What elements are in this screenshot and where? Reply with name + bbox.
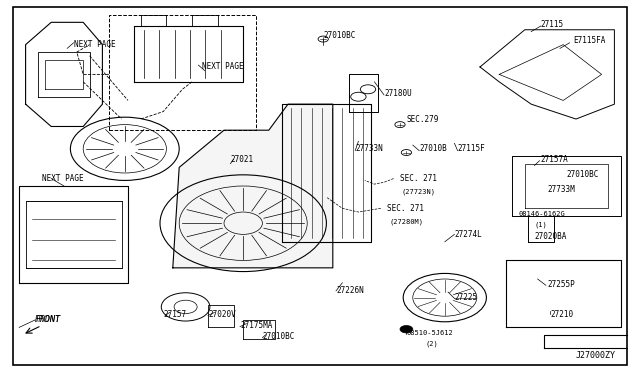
Text: 27255P: 27255P: [547, 280, 575, 289]
Text: 27010BC: 27010BC: [323, 31, 356, 40]
Text: 27021: 27021: [230, 155, 253, 164]
Text: 08146-6162G: 08146-6162G: [518, 211, 565, 217]
Text: 27020V: 27020V: [208, 310, 236, 319]
Text: (1): (1): [534, 222, 547, 228]
Circle shape: [395, 122, 405, 128]
Text: NEXT PAGE: NEXT PAGE: [202, 62, 243, 71]
Text: 27226N: 27226N: [336, 286, 364, 295]
Text: FRONT: FRONT: [35, 315, 61, 324]
Text: 27115: 27115: [541, 20, 564, 29]
Text: 27175MA: 27175MA: [240, 321, 273, 330]
Text: 27157: 27157: [163, 310, 186, 319]
Text: NEXT PAGE: NEXT PAGE: [42, 174, 83, 183]
Text: FRONT: FRONT: [35, 315, 60, 324]
Text: 27020BA: 27020BA: [534, 232, 567, 241]
Text: 27225: 27225: [454, 293, 477, 302]
Text: 08510-5J612: 08510-5J612: [406, 330, 453, 336]
Text: E7115FA: E7115FA: [573, 36, 605, 45]
Circle shape: [400, 326, 413, 333]
Text: J27000ZY: J27000ZY: [576, 351, 616, 360]
Text: SEC.279: SEC.279: [406, 115, 439, 124]
Text: 27157A: 27157A: [541, 155, 568, 164]
Text: (2): (2): [426, 341, 438, 347]
Text: 27115F: 27115F: [458, 144, 485, 153]
Text: 27733M: 27733M: [547, 185, 575, 194]
Text: (27723N): (27723N): [402, 188, 436, 195]
Text: 27010B: 27010B: [419, 144, 447, 153]
Text: 27180U: 27180U: [384, 89, 412, 97]
Text: 27010BC: 27010BC: [566, 170, 599, 179]
Text: SEC. 271: SEC. 271: [400, 174, 437, 183]
Text: 27274L: 27274L: [454, 230, 482, 239]
Polygon shape: [173, 104, 333, 268]
Text: 27733N: 27733N: [355, 144, 383, 153]
Text: (27280M): (27280M): [389, 218, 423, 225]
Circle shape: [318, 36, 328, 42]
Text: SEC. 271: SEC. 271: [387, 204, 424, 213]
Text: 27210: 27210: [550, 310, 573, 319]
Text: 27010BC: 27010BC: [262, 332, 295, 341]
Text: NEXT PAGE: NEXT PAGE: [74, 40, 115, 49]
Circle shape: [401, 150, 412, 155]
